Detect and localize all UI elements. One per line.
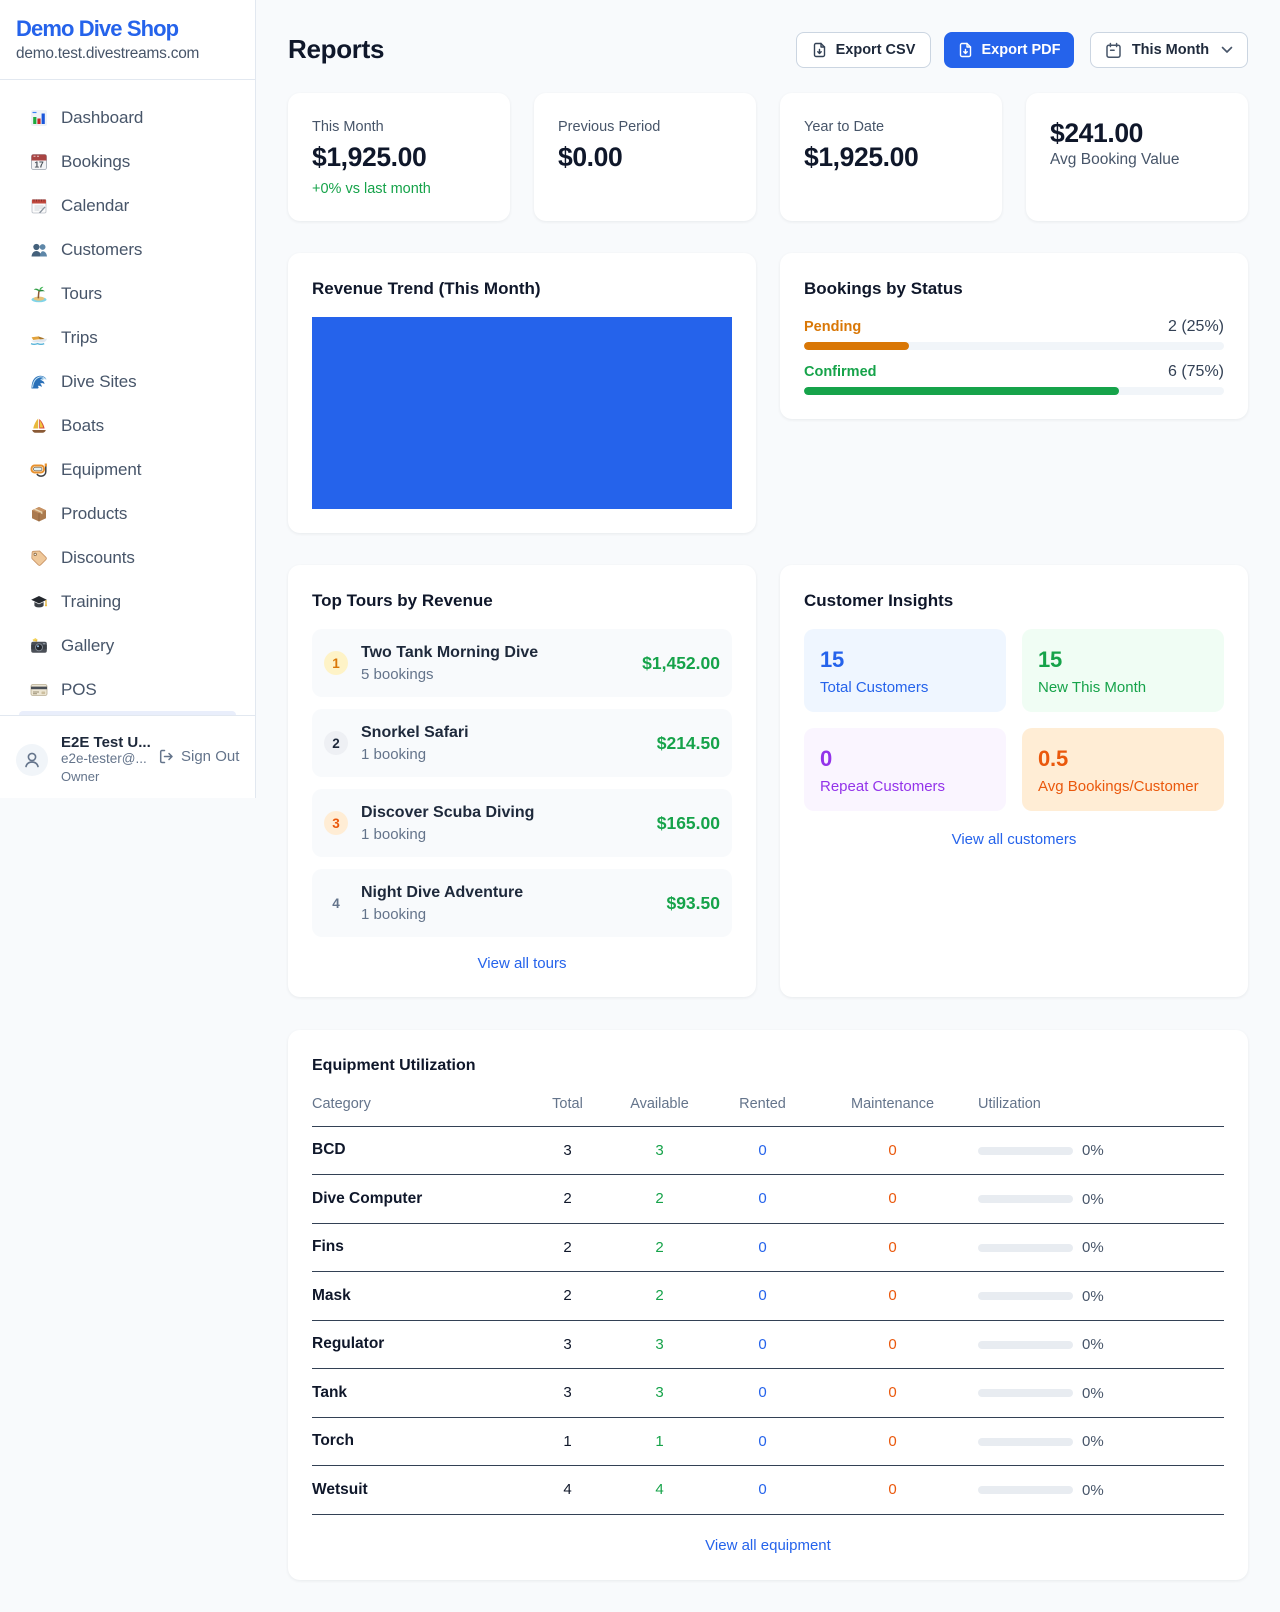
svg-text:17: 17 — [34, 160, 44, 170]
